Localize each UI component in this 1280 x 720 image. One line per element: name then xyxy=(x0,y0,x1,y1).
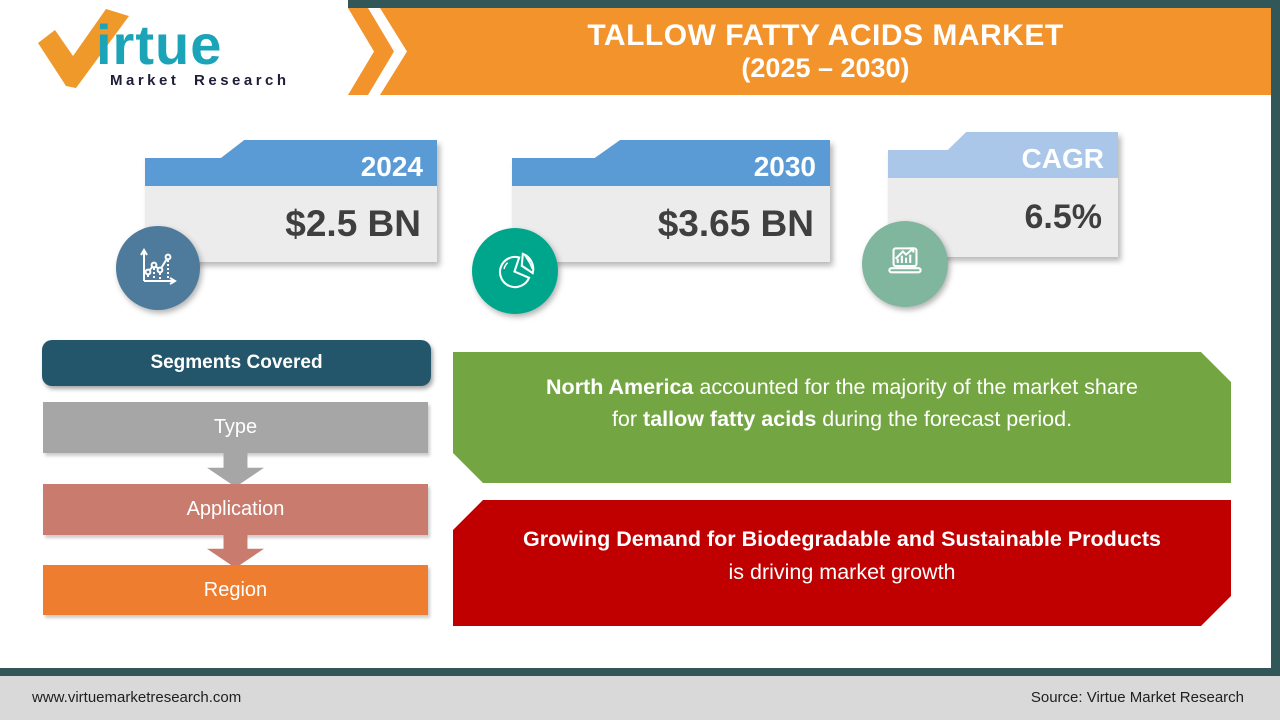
segment-application: Application xyxy=(43,484,428,535)
market-driver-subtitle: is driving market growth xyxy=(728,560,956,584)
segment-region: Region xyxy=(43,565,428,615)
top-frame-strip xyxy=(348,0,1280,8)
stat-card-2030: 2030 $3.65 BN xyxy=(512,140,830,262)
brand-wordmark: irtue xyxy=(96,13,223,76)
down-arrow-icon xyxy=(207,533,264,568)
brand-tagline: Market Research xyxy=(110,72,290,89)
laptop-chart-icon xyxy=(862,221,948,307)
title-banner: TALLOW FATTY ACIDS MARKET (2025 – 2030) xyxy=(380,8,1271,95)
stat-card-2024: 2024 $2.5 BN xyxy=(145,140,437,262)
footer: www.virtuemarketresearch.com Source: Vir… xyxy=(0,676,1280,720)
segment-type: Type xyxy=(43,402,428,453)
regional-insight-text2: for xyxy=(611,407,644,431)
regional-insight-line1: North America accounted for the majority… xyxy=(493,371,1191,403)
down-arrow-icon xyxy=(207,452,264,487)
page-title-period: (2025 – 2030) xyxy=(741,53,910,83)
footer-source: Source: Virtue Market Research xyxy=(1030,689,1244,706)
stat-card-2030-label: 2030 xyxy=(512,140,830,186)
regional-insight-banner: North America accounted for the majority… xyxy=(453,352,1231,483)
line-chart-icon xyxy=(116,226,200,310)
footer-divider xyxy=(0,668,1280,676)
segments-covered-header: Segments Covered xyxy=(42,340,431,386)
stat-card-2024-label: 2024 xyxy=(145,140,437,186)
regional-insight-product: tallow fatty acids xyxy=(643,407,817,431)
stat-card-cagr-label: CAGR xyxy=(888,132,1118,178)
regional-insight-text1: accounted for the majority of the market… xyxy=(693,375,1138,399)
page-title: TALLOW FATTY ACIDS MARKET xyxy=(587,19,1064,52)
brand-logo: irtue Market Research xyxy=(36,6,336,98)
pie-chart-icon xyxy=(472,228,558,314)
footer-website-link[interactable]: www.virtuemarketresearch.com xyxy=(32,689,242,706)
chevron-right-icon xyxy=(348,8,394,95)
right-frame-bar xyxy=(1271,0,1280,668)
market-driver-title: Growing Demand for Biodegradable and Sus… xyxy=(523,527,1161,551)
regional-insight-text3: during the forecast period. xyxy=(816,407,1073,431)
regional-insight-region: North America xyxy=(546,375,694,399)
regional-insight-line2: for tallow fatty acids during the foreca… xyxy=(493,403,1191,435)
logo-checkmark-icon xyxy=(38,9,129,88)
market-driver-banner: Growing Demand for Biodegradable and Sus… xyxy=(453,500,1231,626)
stat-card-2030-value: $3.65 BN xyxy=(512,186,830,262)
